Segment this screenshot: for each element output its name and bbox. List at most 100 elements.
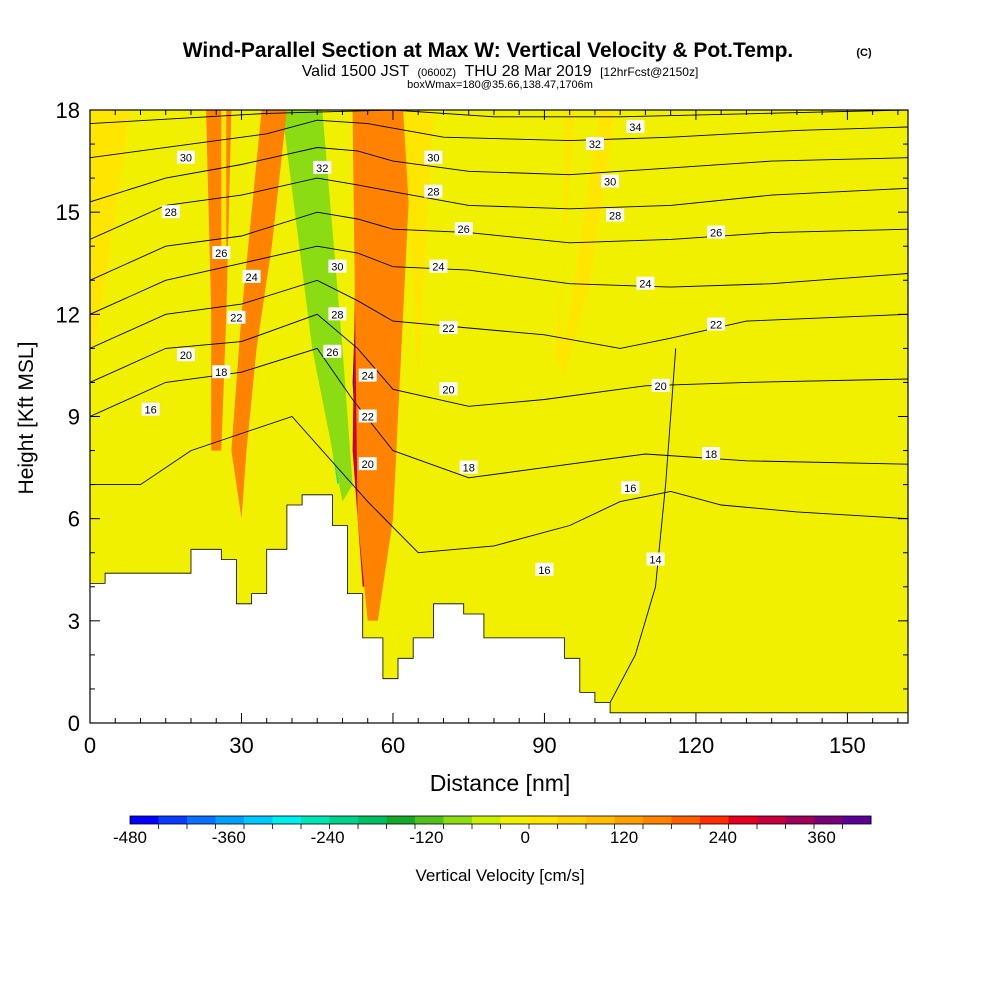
contour-label-text: 20 [654, 381, 666, 393]
colorbar-swatch [187, 816, 216, 824]
contour-label: 32 [585, 137, 604, 151]
colorbar-swatch [842, 816, 872, 824]
chart-title: Wind-Parallel Section at Max W: Vertical… [183, 39, 794, 62]
contour-label-text: 24 [362, 371, 374, 383]
contour-label-text: 32 [589, 139, 601, 151]
colorbar-swatch [443, 816, 473, 824]
y-tick-label: 12 [56, 302, 80, 327]
colorbar-swatch [472, 816, 501, 824]
contour-label-text: 26 [215, 248, 227, 260]
contour-label: 24 [358, 368, 377, 383]
colorbar-tick-label: 0 [520, 828, 529, 847]
x-tick-label: 60 [381, 733, 405, 758]
colorbar-swatch [158, 816, 188, 824]
contour-label-text: 22 [362, 412, 374, 424]
colorbar-swatch [671, 816, 701, 824]
contour-label: 20 [358, 457, 377, 471]
colorbar-swatch [814, 816, 843, 824]
contour-label-text: 30 [604, 177, 616, 189]
isotherm-line [90, 211, 908, 281]
colorbar-tick-label: 360 [807, 828, 835, 847]
contour-label: 28 [606, 208, 625, 223]
velocity-band [281, 110, 353, 502]
contour-label: 16 [621, 481, 640, 495]
colorbar-tick-label: -480 [113, 828, 147, 847]
velocity-band [90, 110, 131, 366]
isotherm-line [90, 177, 908, 240]
subtitle-valid: Valid 1500 JST [302, 63, 410, 80]
contour-label: 30 [176, 150, 195, 165]
colorbar-swatch [215, 816, 245, 824]
contour-label-text: 16 [624, 483, 636, 495]
colorbar-swatch [757, 816, 786, 824]
contour-label: 26 [323, 344, 342, 359]
contour-label: 24 [429, 259, 448, 274]
contour-label-text: 24 [245, 272, 257, 284]
isotherm-line [90, 147, 908, 203]
colorbar-swatch [272, 816, 302, 824]
isotherm-line [90, 415, 908, 554]
y-tick-label: 15 [56, 200, 80, 225]
y-axis-label: Height [Kft MSL] [15, 342, 38, 495]
chart-title-suffix: (C) [856, 47, 872, 59]
contour-label-text: 18 [705, 449, 717, 461]
colorbar-swatch [586, 816, 615, 824]
contour-label: 26 [212, 246, 231, 260]
chart-info-line: boxWmax=180@35.66,138.47,1706m [407, 79, 593, 91]
contour-label: 24 [636, 276, 655, 291]
colorbar-tick-label: -240 [311, 828, 345, 847]
y-tick-label: 18 [56, 98, 80, 123]
contour-label: 14 [646, 552, 665, 567]
contour-label: 28 [424, 184, 443, 199]
colorbar-tick-label: 240 [709, 828, 737, 847]
contour-label: 16 [141, 402, 160, 417]
contour-label-text: 26 [458, 224, 470, 236]
contour-label-text: 14 [649, 555, 661, 567]
contour-label: 30 [601, 174, 620, 189]
colorbar-swatch [700, 816, 729, 824]
contour-label: 22 [358, 409, 377, 424]
contour-label: 28 [328, 307, 347, 321]
colorbar-swatch [500, 816, 530, 824]
contour-label: 22 [707, 317, 726, 332]
subtitle-forecast: [12hrFcst@2150z] [600, 65, 698, 79]
terrain [90, 494, 908, 723]
contour-label-text: 28 [609, 211, 621, 223]
colorbar-tick-label: -360 [212, 828, 246, 847]
contour-label: 32 [313, 160, 332, 175]
colorbar-tick-label: 120 [610, 828, 638, 847]
contour-label: 26 [454, 222, 473, 236]
contour-label: 26 [707, 225, 726, 240]
y-tick-label: 0 [68, 711, 80, 736]
colorbar-swatch [728, 816, 758, 824]
y-axis: 0 3 6 9 12 15 18 [56, 98, 908, 736]
plot-area: 34 32 30 28 26 24 22 20 18 16 14 16 18 20 22 24 26 28 30 32… [89, 109, 909, 724]
contour-label: 20 [439, 382, 458, 396]
contour-label-text: 24 [432, 262, 444, 274]
chart-subtitle: Valid 1500 JST (0600Z) THU 28 Mar 2019 [… [302, 63, 699, 80]
contour-label-text: 30 [427, 153, 439, 165]
contour-label: 20 [176, 348, 195, 362]
contour-label: 28 [161, 205, 180, 219]
colorbar-swatch [386, 816, 416, 824]
colorbar-swatch [529, 816, 558, 824]
isotherm-line [609, 348, 677, 703]
contour-label-text: 24 [639, 279, 651, 291]
colorbar-swatch [244, 816, 273, 824]
isotherm-line [90, 119, 908, 159]
contour-label-text: 22 [442, 323, 454, 335]
contour-label-text: 20 [362, 459, 374, 471]
contour-label-text: 28 [331, 309, 343, 321]
velocity-band [231, 110, 287, 519]
contour-label-text: 26 [710, 228, 722, 240]
contour-label: 30 [424, 150, 443, 165]
contour-label: 18 [702, 446, 721, 461]
velocity-band [221, 110, 227, 247]
colorbar-swatch [358, 816, 387, 824]
contour-label: 24 [242, 269, 261, 284]
isotherm-line [90, 279, 908, 349]
isotherm-line [90, 245, 908, 315]
x-tick-label: 150 [829, 733, 866, 758]
x-tick-label: 0 [84, 733, 96, 758]
